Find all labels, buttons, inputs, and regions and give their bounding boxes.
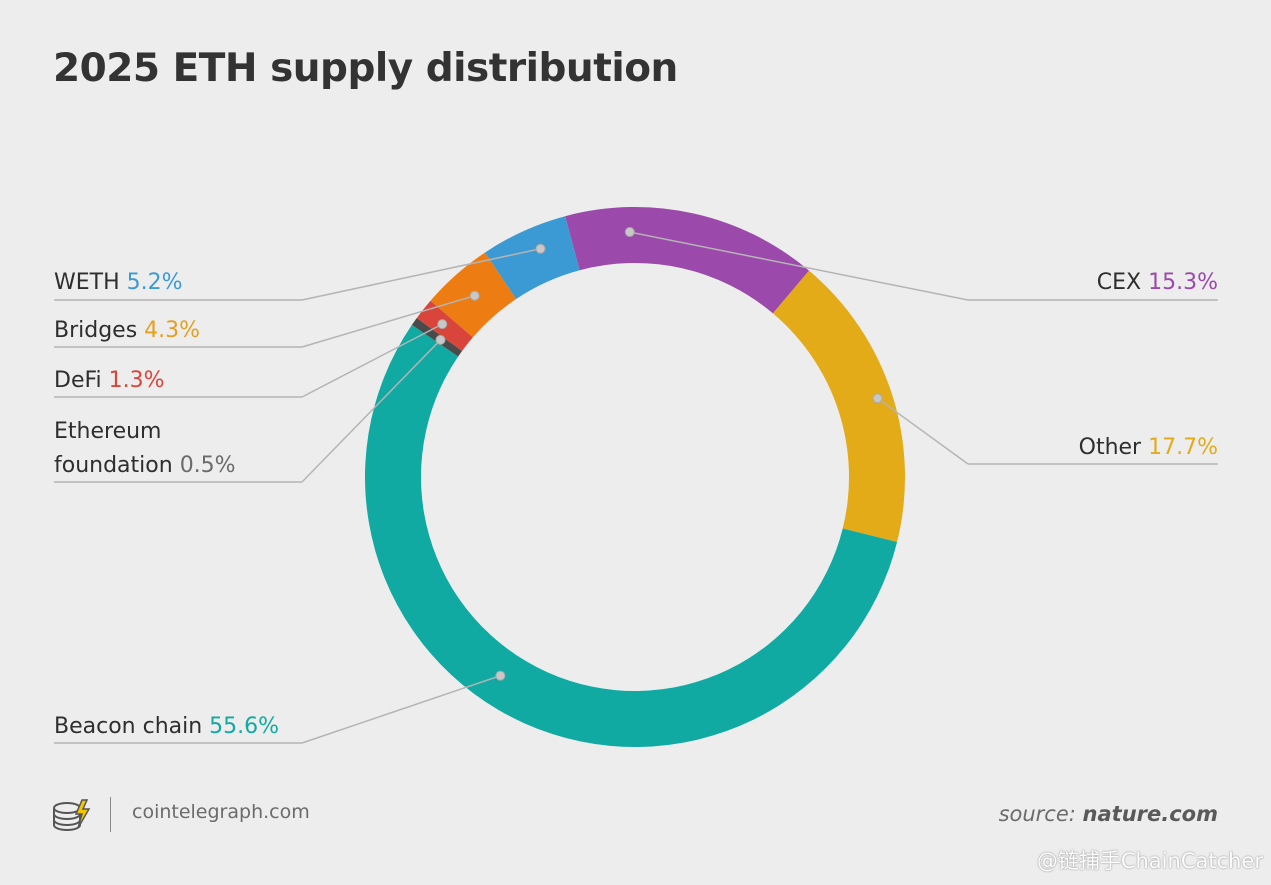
label-other: Other 17.7% xyxy=(1079,435,1218,460)
slice-weth xyxy=(485,216,580,300)
leader-weth xyxy=(301,248,541,301)
label-name: Bridges xyxy=(54,318,144,343)
dot-weth xyxy=(535,243,546,254)
slice-beacon-chain xyxy=(365,324,898,747)
dot-cex xyxy=(624,227,635,238)
label-value: 4.3% xyxy=(144,318,200,343)
slice-other xyxy=(772,270,905,542)
dot-ethereum-foundation xyxy=(435,334,446,345)
label-name: Beacon chain xyxy=(54,714,209,739)
label-value: 5.2% xyxy=(127,270,183,295)
label-name: CEX xyxy=(1097,270,1148,295)
label-value: 1.3% xyxy=(109,368,165,393)
label-name: WETH xyxy=(54,270,127,295)
label-value: 15.3% xyxy=(1148,270,1218,295)
leader-ethereum-foundation xyxy=(301,339,442,483)
label-weth: WETH 5.2% xyxy=(54,270,183,295)
label-ethereum-foundation-line1: Ethereum xyxy=(54,419,161,444)
leader-bridges xyxy=(301,294,475,348)
label-cex: CEX 15.3% xyxy=(1097,270,1218,295)
leader-other xyxy=(877,397,969,465)
dot-beacon-chain xyxy=(495,670,506,681)
leader-beacon-chain xyxy=(301,674,501,744)
label-value: 55.6% xyxy=(209,714,279,739)
leader-defi xyxy=(301,323,443,398)
cointelegraph-logo-icon xyxy=(53,799,91,831)
label-name: foundation xyxy=(54,453,180,478)
footer-site: cointelegraph.com xyxy=(132,801,310,823)
watermark: @链捕手ChainCatcher xyxy=(1036,849,1263,873)
label-value: 0.5% xyxy=(180,453,236,478)
label-name: DeFi xyxy=(54,368,109,393)
source-prefix: source: xyxy=(998,802,1076,826)
chart-title: 2025 ETH supply distribution xyxy=(53,46,678,91)
footer-source: source: nature.com xyxy=(999,802,1218,826)
label-beacon-chain: Beacon chain 55.6% xyxy=(54,714,279,739)
label-bridges: Bridges 4.3% xyxy=(54,318,200,343)
dot-other xyxy=(872,393,883,404)
label-name: Other xyxy=(1079,435,1148,460)
label-defi: DeFi 1.3% xyxy=(54,368,165,393)
label-value: 17.7% xyxy=(1148,435,1218,460)
slice-labels: CEX 15.3% Other 17.7% Beacon chain 55.6% Et… xyxy=(54,270,1218,739)
dot-defi xyxy=(437,319,448,330)
dot-bridges xyxy=(469,290,480,301)
donut-slices xyxy=(365,207,905,747)
source-name: nature.com xyxy=(1082,802,1218,826)
footer-divider xyxy=(110,797,111,832)
leader-cex xyxy=(629,231,969,301)
leader-lines xyxy=(54,227,1218,744)
label-ethereum-foundation-line2: foundation 0.5% xyxy=(54,453,236,478)
